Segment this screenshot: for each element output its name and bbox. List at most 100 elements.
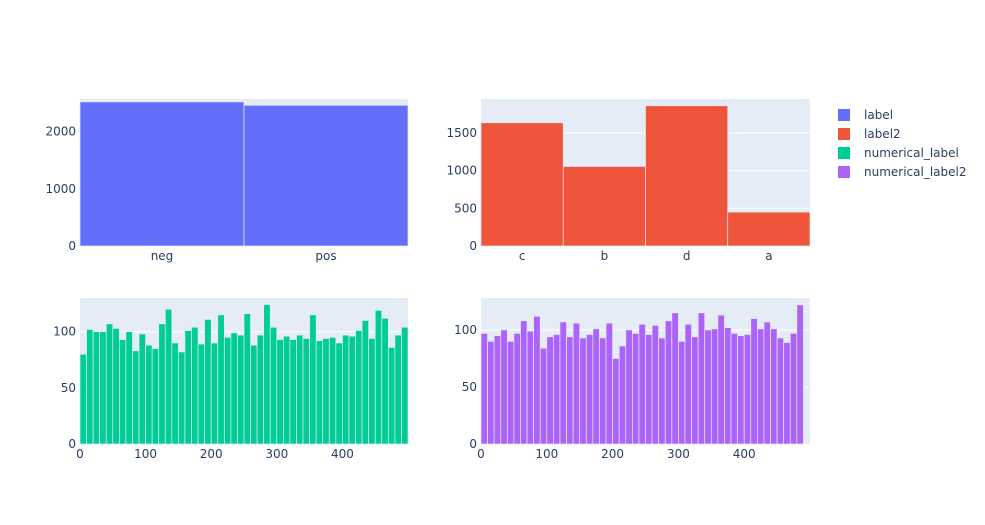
bar — [539, 347, 548, 445]
x-tick-label: a — [765, 249, 772, 263]
bar — [724, 327, 732, 445]
bar — [566, 336, 574, 445]
bar — [553, 334, 561, 445]
bar — [296, 334, 304, 445]
bar — [651, 325, 660, 445]
legend-item: label — [838, 108, 893, 122]
bar — [79, 353, 87, 445]
bar — [727, 211, 811, 247]
y-tick-label: 100 — [454, 323, 477, 337]
legend-swatch — [838, 109, 850, 121]
x-tick-label: neg — [151, 249, 174, 263]
x-tick-label: 400 — [733, 447, 756, 461]
bar — [132, 350, 140, 445]
bar — [691, 336, 699, 445]
bar — [223, 336, 232, 445]
bar — [99, 331, 107, 445]
bar — [783, 342, 791, 445]
bar — [92, 331, 101, 445]
bar — [210, 342, 219, 445]
y-tick-label: 0 — [469, 239, 477, 253]
bar — [605, 322, 613, 445]
legend-label: label2 — [864, 127, 901, 141]
y-tick-label: 1500 — [446, 126, 477, 140]
bar — [387, 347, 396, 445]
bar — [743, 334, 752, 445]
bar — [500, 329, 508, 445]
bar — [562, 166, 646, 247]
bar — [750, 318, 758, 445]
bar — [328, 336, 337, 445]
bar — [572, 322, 581, 445]
x-tick-label: pos — [315, 249, 336, 263]
y-tick-label: 500 — [454, 201, 477, 215]
bar — [618, 345, 627, 445]
bar — [520, 320, 528, 445]
bar — [381, 317, 389, 445]
bar — [171, 342, 179, 445]
y-tick-label: 0 — [68, 437, 76, 451]
bar — [717, 314, 725, 445]
x-tick-label: b — [601, 249, 609, 263]
subplot-2 — [480, 99, 811, 247]
bar — [631, 333, 640, 445]
bar — [197, 343, 205, 445]
bar — [119, 339, 127, 445]
bar — [151, 348, 160, 445]
bar — [480, 122, 564, 247]
bar — [533, 315, 541, 445]
bar — [112, 327, 120, 445]
bar — [506, 340, 515, 445]
subplot-4 — [480, 298, 810, 445]
bar — [335, 342, 343, 445]
x-tick-label: 0 — [76, 447, 84, 461]
bar — [401, 326, 409, 445]
subplot-3 — [79, 298, 409, 445]
bar — [757, 328, 765, 445]
bar — [730, 333, 738, 445]
x-tick-label: 100 — [535, 447, 558, 461]
bar — [243, 313, 251, 445]
bar — [125, 331, 133, 445]
bar — [289, 339, 297, 445]
bar — [269, 326, 278, 445]
bar — [493, 335, 502, 445]
bar — [645, 334, 653, 445]
bar — [374, 310, 383, 445]
legend-swatch — [838, 128, 850, 140]
bar — [678, 340, 686, 445]
bar — [276, 339, 284, 445]
y-tick-label: 50 — [61, 381, 76, 395]
bar — [671, 312, 679, 445]
y-tick-label: 1000 — [45, 182, 76, 196]
bar — [487, 340, 495, 445]
bar — [684, 323, 692, 445]
subplot-1 — [79, 99, 409, 247]
y-tick-label: 2000 — [45, 125, 76, 139]
x-tick-label: 300 — [265, 447, 288, 461]
bar — [256, 334, 265, 445]
bar — [368, 338, 376, 445]
bar — [237, 334, 245, 445]
bar — [599, 337, 607, 445]
bar — [145, 344, 153, 445]
x-tick-label: 300 — [667, 447, 690, 461]
bar — [704, 329, 712, 445]
bar — [546, 336, 554, 445]
bar — [763, 321, 771, 445]
bar — [579, 337, 587, 445]
y-tick-label: 100 — [53, 325, 76, 339]
bar — [737, 335, 745, 445]
bar — [585, 334, 594, 445]
bar — [164, 308, 173, 445]
bar — [178, 351, 186, 445]
x-tick-label: 200 — [601, 447, 624, 461]
bar — [480, 333, 488, 445]
bar — [664, 320, 673, 445]
bar — [612, 358, 620, 445]
legend-label: numerical_label — [864, 146, 959, 160]
bar — [86, 329, 94, 445]
bar — [283, 335, 291, 445]
legend-label: numerical_label2 — [864, 165, 967, 179]
